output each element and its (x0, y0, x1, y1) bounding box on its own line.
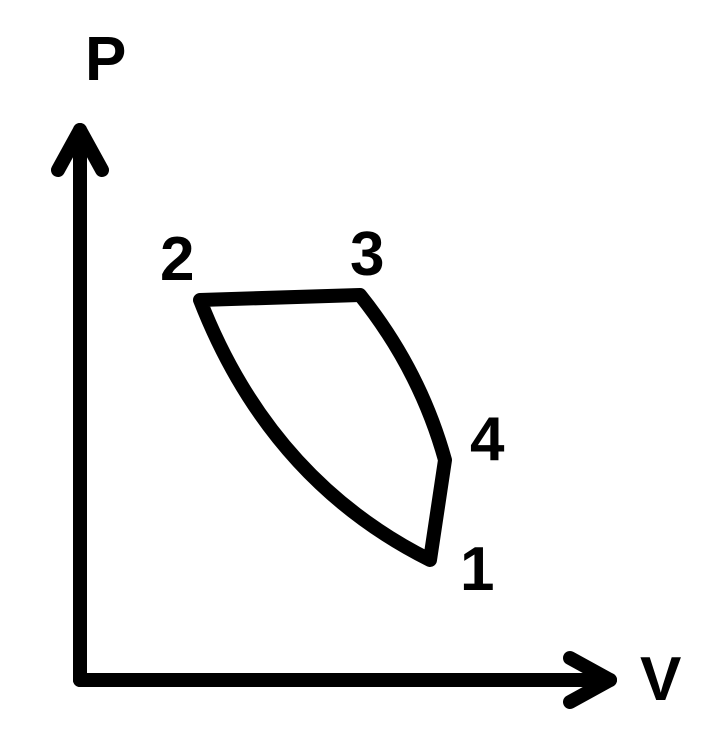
point-label-4: 4 (470, 405, 505, 474)
cycle-path (200, 295, 445, 560)
x-axis-label: V (640, 645, 681, 714)
pv-diagram: P V 1 2 3 4 (0, 0, 713, 742)
point-label-2: 2 (160, 225, 194, 294)
y-axis-label: P (85, 25, 126, 94)
point-label-1: 1 (460, 535, 494, 604)
point-label-3: 3 (350, 220, 384, 289)
